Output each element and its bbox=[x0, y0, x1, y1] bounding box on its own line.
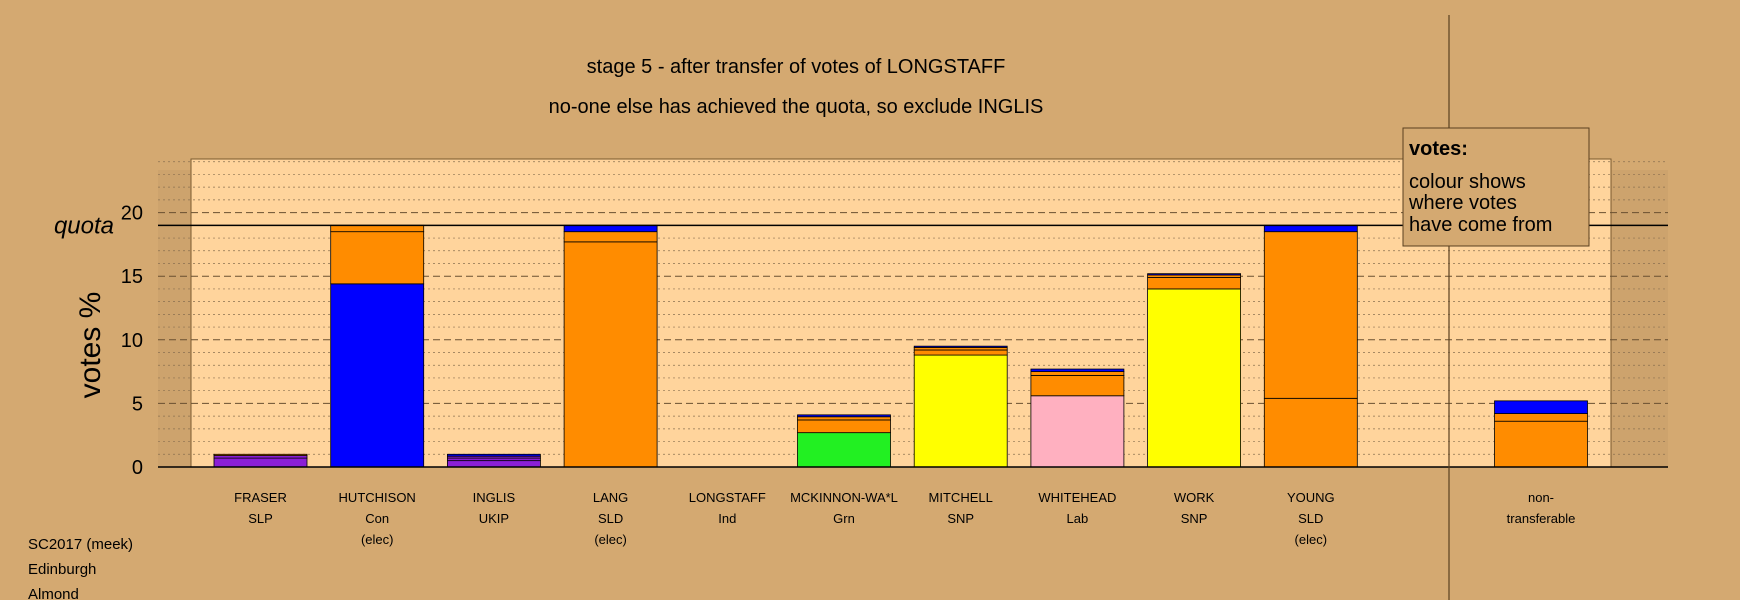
bar-segment bbox=[797, 414, 891, 418]
y-tick-labels: 0 5 10 15 20 bbox=[121, 203, 143, 479]
bar-segment bbox=[330, 231, 425, 285]
legend-heading: votes: bbox=[1409, 138, 1468, 160]
candidate-party-label: SNP bbox=[1181, 511, 1208, 526]
candidate-status-label: (elec) bbox=[361, 532, 394, 547]
bar-segment bbox=[1494, 413, 1588, 422]
bar-segment bbox=[446, 460, 541, 468]
candidate-party-label: Ind bbox=[718, 511, 736, 526]
bar-segment bbox=[797, 416, 891, 421]
bar-segment bbox=[330, 283, 425, 468]
legend-box bbox=[1402, 127, 1590, 247]
candidate-name-label: LONGSTAFF bbox=[689, 490, 766, 505]
non-transferable-label-line2: transferable bbox=[1507, 511, 1576, 526]
footer-city: Edinburgh bbox=[28, 561, 96, 578]
bar-segment bbox=[1147, 273, 1241, 276]
bar-segment bbox=[913, 349, 1008, 356]
candidate-name-label: WORK bbox=[1174, 490, 1215, 505]
legend-line-3: have come from bbox=[1409, 214, 1552, 236]
candidate-name-label: INGLIS bbox=[473, 490, 516, 505]
bar-segment bbox=[1030, 368, 1125, 372]
candidate-labels: FRASER SLP HUTCHISON Con (elec) INGLIS UKIP LAN… bbox=[234, 490, 1335, 547]
bar-segment bbox=[1147, 277, 1241, 290]
chart-title: stage 5 - after transfer of votes of LON… bbox=[587, 56, 1006, 78]
bar-segment bbox=[1263, 224, 1358, 233]
bar-segment bbox=[1263, 231, 1358, 399]
y-tick-label: 0 bbox=[132, 457, 143, 479]
bar-segment bbox=[446, 453, 541, 457]
bar-segment bbox=[1494, 420, 1588, 468]
bar-segment bbox=[1147, 288, 1241, 468]
candidate-name-label: MITCHELL bbox=[929, 490, 993, 505]
footer-election: SC2017 (meek) bbox=[28, 536, 133, 553]
bar-segment bbox=[563, 224, 658, 233]
bar-segment bbox=[1030, 395, 1125, 468]
candidate-party-label: SNP bbox=[947, 511, 974, 526]
candidate-party-label: Con bbox=[365, 511, 389, 526]
candidate-status-label: (elec) bbox=[594, 532, 627, 547]
quota-label: quota bbox=[54, 212, 114, 239]
candidate-party-label: SLD bbox=[598, 511, 623, 526]
candidate-status-label: (elec) bbox=[1295, 532, 1328, 547]
candidate-name-label: WHITEHEAD bbox=[1038, 490, 1116, 505]
legend-line-2: where votes bbox=[1408, 192, 1517, 214]
plot-panel bbox=[190, 158, 1612, 468]
candidate-name-label: MCKINNON-WA*L bbox=[790, 490, 898, 505]
bar-segment bbox=[1494, 400, 1588, 414]
candidate-party-label: Lab bbox=[1067, 511, 1089, 526]
bars bbox=[213, 224, 1588, 468]
bar-segment bbox=[213, 453, 308, 456]
candidate-name-label: LANG bbox=[593, 490, 628, 505]
bar-segment bbox=[1030, 375, 1125, 397]
bar-segment bbox=[213, 457, 308, 468]
legend-line-1: colour shows bbox=[1409, 171, 1526, 193]
non-transferable-label-line1: non- bbox=[1528, 490, 1554, 505]
bar-segment bbox=[913, 354, 1008, 468]
bar-segment bbox=[330, 224, 425, 233]
bar-segment bbox=[563, 231, 658, 243]
candidate-party-label: UKIP bbox=[479, 511, 509, 526]
footer-ward: Almond bbox=[28, 586, 79, 600]
y-tick-label: 15 bbox=[121, 266, 143, 288]
candidate-party-label: Grn bbox=[833, 511, 855, 526]
candidate-party-label: SLP bbox=[248, 511, 273, 526]
bar-segment bbox=[797, 432, 891, 468]
bar-segment bbox=[563, 241, 658, 468]
y-tick-label: 5 bbox=[132, 393, 143, 415]
bar-segment bbox=[1263, 397, 1358, 468]
y-axis-label: votes % bbox=[74, 292, 107, 399]
chart-subtitle: no-one else has achieved the quota, so e… bbox=[549, 96, 1044, 118]
y-tick-label: 20 bbox=[121, 203, 143, 225]
candidate-name-label: FRASER bbox=[234, 490, 287, 505]
bar-segment bbox=[913, 345, 1008, 348]
bar-segment bbox=[1030, 371, 1125, 376]
candidate-party-label: SLD bbox=[1298, 511, 1323, 526]
candidate-name-label: YOUNG bbox=[1287, 490, 1335, 505]
y-tick-label: 10 bbox=[121, 330, 143, 352]
candidate-name-label: HUTCHISON bbox=[339, 490, 416, 505]
bar-segment bbox=[797, 419, 891, 434]
